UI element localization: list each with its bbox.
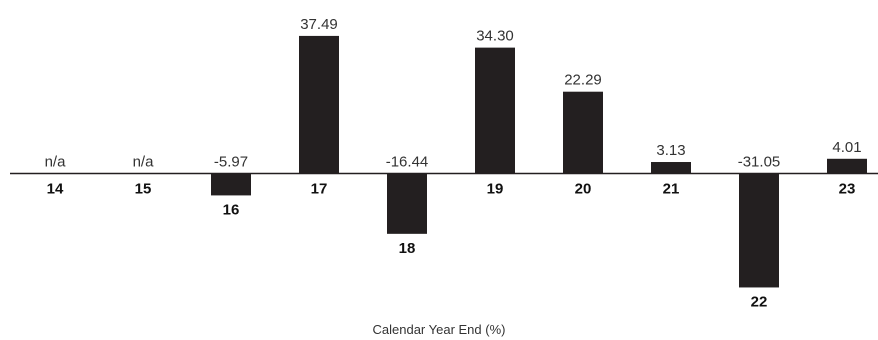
value-label: n/a	[133, 154, 155, 171]
value-label: -5.97	[214, 154, 248, 171]
bar	[299, 35, 339, 174]
bar	[475, 47, 515, 174]
category-label: 17	[311, 181, 328, 198]
bar	[563, 91, 603, 174]
value-label: 22.29	[564, 72, 602, 89]
x-axis-label: Calendar Year End (%)	[373, 322, 506, 337]
bar	[739, 173, 779, 288]
category-label: 20	[575, 181, 592, 198]
category-label: 15	[135, 181, 152, 198]
bar	[387, 173, 427, 234]
value-label: 3.13	[656, 142, 685, 159]
bar	[211, 173, 251, 196]
category-label: 18	[399, 240, 416, 257]
category-label: 19	[487, 181, 504, 198]
value-label: n/a	[45, 154, 67, 171]
value-label: 34.30	[476, 28, 514, 45]
value-label: 4.01	[832, 139, 861, 156]
value-label: 37.49	[300, 16, 338, 33]
category-label: 22	[751, 293, 768, 310]
category-label: 21	[663, 181, 680, 198]
value-label: -16.44	[386, 154, 429, 171]
bar	[827, 158, 867, 174]
bar	[651, 162, 691, 174]
value-label: -31.05	[738, 154, 781, 171]
category-label: 23	[839, 181, 856, 198]
category-label: 16	[223, 201, 240, 218]
category-label: 14	[47, 181, 64, 198]
